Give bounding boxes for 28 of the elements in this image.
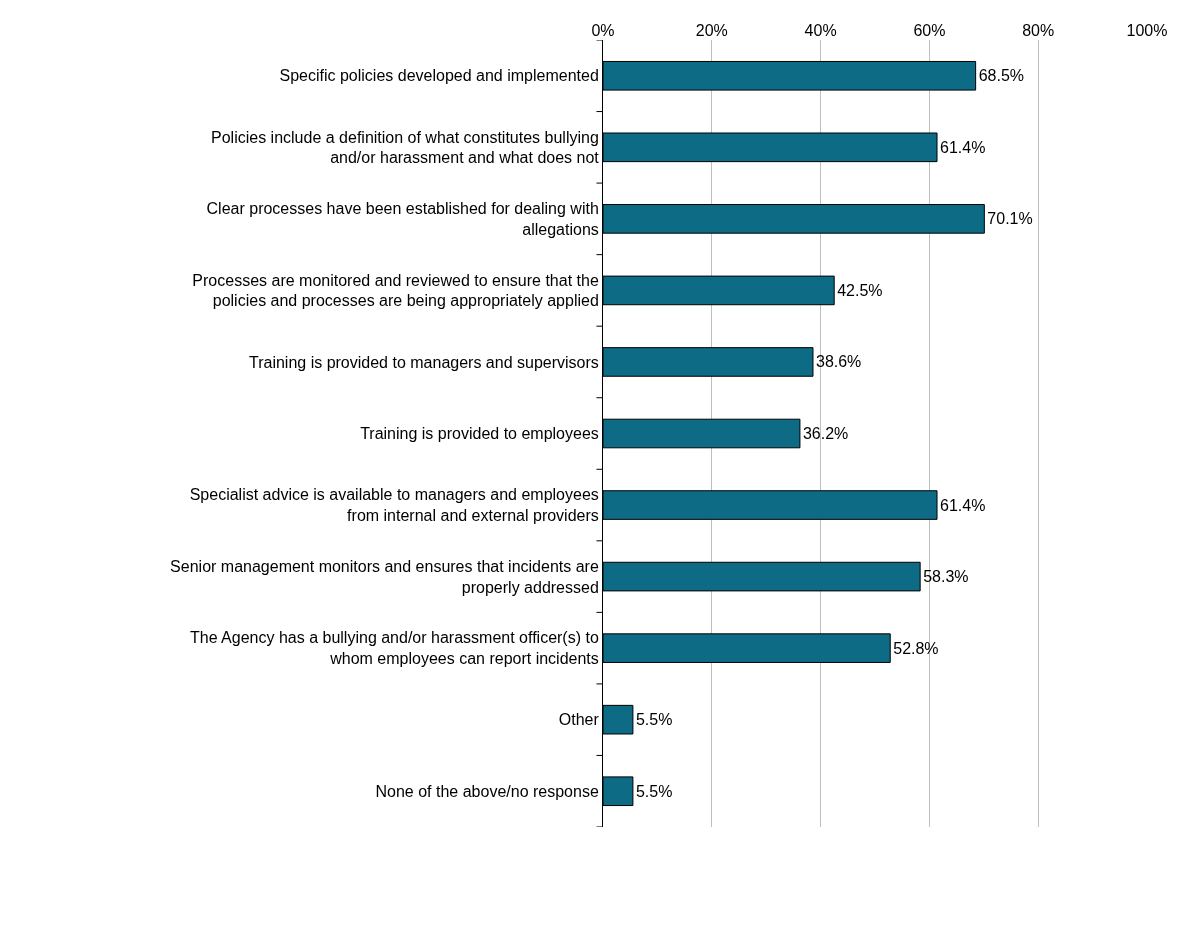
x-tick-label: 60% bbox=[913, 21, 946, 39]
data-label: 52.8% bbox=[893, 639, 939, 657]
x-tick-label: 100% bbox=[1126, 21, 1168, 39]
x-tick-label: 40% bbox=[804, 21, 837, 39]
data-label: 61.4% bbox=[940, 138, 986, 156]
data-label: 42.5% bbox=[837, 281, 883, 299]
data-label: 61.4% bbox=[940, 496, 986, 514]
y-tick-label: Specific policies developed and implemented bbox=[279, 67, 599, 85]
y-tick-label: None of the above/no response bbox=[375, 782, 599, 800]
data-label: 58.3% bbox=[923, 568, 969, 586]
y-tick-label: Training is provided to managers and supervisors bbox=[248, 353, 599, 371]
y-tick-label: Clear processes have been established for dealing with allegations bbox=[206, 200, 599, 238]
y-tick-label: Other bbox=[558, 711, 600, 729]
x-tick-label: 80% bbox=[1022, 21, 1055, 39]
y-tick-label: Specialist advice is available to managers and employees from internal and external providers bbox=[189, 486, 599, 525]
y-tick-label: The Agency has a bullying and/or harassment officer(s) to whom employees can report incidents bbox=[189, 629, 599, 668]
data-label: 36.2% bbox=[802, 425, 849, 442]
data-label: 68.5% bbox=[978, 67, 1025, 85]
x-tick-label: 20% bbox=[695, 21, 728, 39]
data-label: 70.1% bbox=[987, 210, 1033, 228]
y-tick-label: Processes are monitored and reviewed to ensure that the policies and processes are being appropriately applied bbox=[192, 271, 599, 310]
data-label: 38.6% bbox=[815, 353, 862, 371]
y-tick-label: Senior management monitors and ensures that incidents are properly addressed bbox=[170, 557, 599, 596]
y-tick-label: Policies include a definition of what constitutes bullying and/or harassment and what does not bbox=[211, 128, 600, 167]
x-tick-label: 0% bbox=[591, 21, 615, 39]
y-tick-label: Training is provided to employees bbox=[360, 425, 599, 443]
data-label: 5.5% bbox=[635, 711, 673, 729]
data-label: 5.5% bbox=[635, 782, 673, 800]
